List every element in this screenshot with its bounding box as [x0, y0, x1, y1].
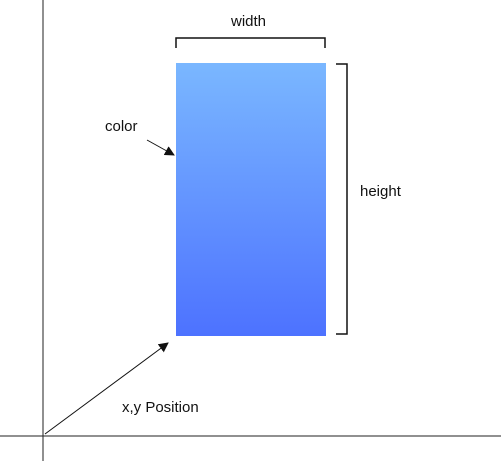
position-arrow — [44, 342, 169, 435]
height-label: height — [360, 183, 401, 200]
height-bracket — [336, 63, 348, 335]
color-arrow — [146, 139, 175, 156]
color-label: color — [105, 118, 138, 135]
gradient-rectangle — [176, 63, 326, 336]
width-label: width — [231, 13, 267, 30]
width-bracket — [175, 37, 326, 48]
position-label: x,y Position — [122, 399, 199, 416]
